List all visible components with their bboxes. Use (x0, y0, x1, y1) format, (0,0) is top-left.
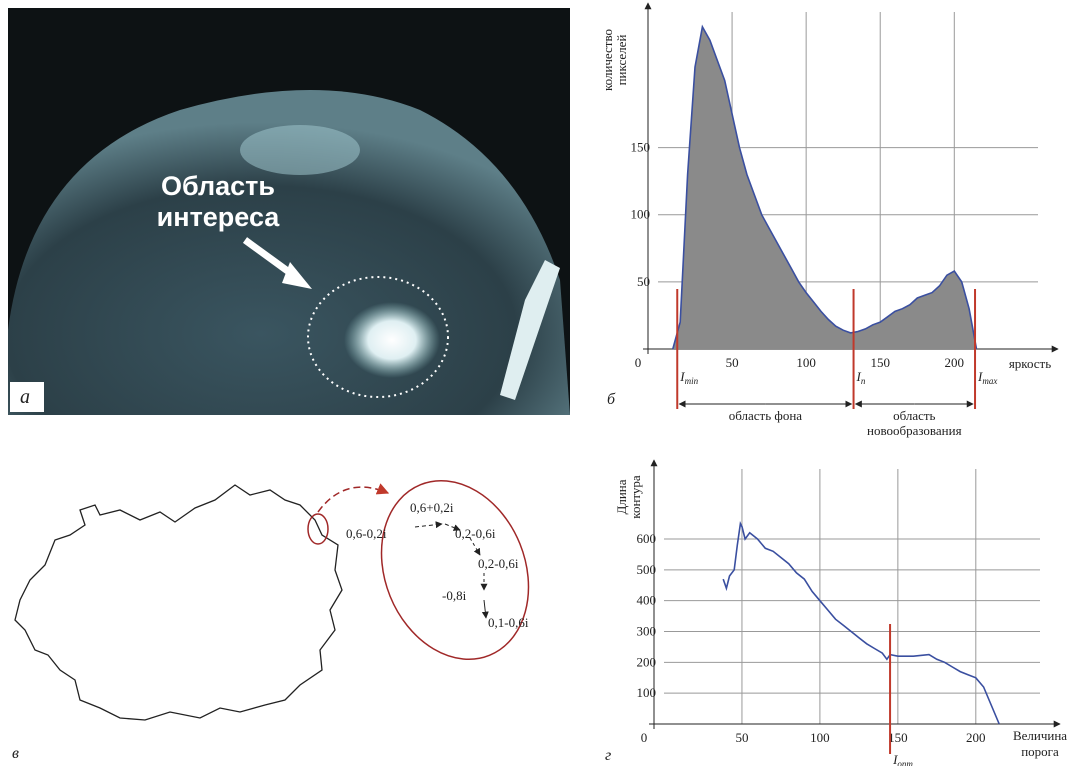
y-axis-title: пикселей (614, 35, 629, 86)
marker-label: Iп (856, 369, 866, 386)
region-label: новообразования (867, 423, 962, 438)
marker-sub: min (685, 376, 699, 386)
marker-label: Imax (977, 369, 997, 386)
x-axis-title: порога (1021, 744, 1059, 759)
y-tick-label: 500 (637, 562, 657, 577)
interest-outline (307, 276, 449, 398)
y-tick-label: 200 (637, 654, 657, 669)
y-axis-title: контура (628, 475, 643, 519)
annotation: интереса (157, 202, 281, 232)
marker-sub: max (982, 376, 997, 386)
chart: 0 50 100 150 200 100 200 300 400 500 600 Iопт Длина к… (605, 459, 1067, 766)
step-label: 0,6-0,2i (346, 526, 387, 541)
x-tick-label: 100 (810, 730, 830, 745)
marker-symbol: I (977, 369, 983, 384)
x-axis-title: Величина (1013, 728, 1067, 743)
zoom-arrow (317, 483, 390, 513)
marker-label: Iопт (892, 752, 913, 766)
x-tick-label: 100 (796, 355, 816, 370)
y-tick-label: 100 (637, 685, 657, 700)
line (722, 521, 1000, 725)
panel-label: а (20, 386, 30, 408)
marker-sub: опт (897, 759, 913, 766)
step-label: 0,2-0,6i (478, 556, 519, 571)
step-label: 0,2-0,6i (455, 526, 496, 541)
y-tick-label: 100 (631, 207, 651, 222)
marker-symbol: I (856, 369, 862, 384)
panel-label: г (605, 747, 611, 764)
y-axis-title: количество (600, 29, 615, 91)
x-tick-label: 150 (888, 730, 908, 745)
x-tick-label: 0 (641, 730, 648, 745)
marker-symbol: I (892, 752, 898, 766)
region-label: область (893, 408, 935, 423)
y-tick-label: 50 (637, 274, 650, 289)
x-axis-title: яркость (1009, 356, 1051, 371)
x-tick-label: 50 (726, 355, 739, 370)
y-tick-label: 400 (637, 593, 657, 608)
panel-label: б (607, 391, 616, 408)
image-panel: Область интереса а (8, 8, 570, 415)
step-label: 0,6+0,2i (410, 500, 454, 515)
annotation: Область (161, 171, 275, 201)
arrow-head (282, 262, 312, 289)
marker-label: Imin (679, 369, 698, 386)
marker-symbol: I (679, 369, 685, 384)
y-axis-title: Длина (614, 479, 629, 514)
x-tick-label: 150 (870, 355, 890, 370)
tissue-highlight (240, 125, 360, 175)
y-tick-label: 300 (637, 624, 657, 639)
marker-sub: п (861, 376, 866, 386)
panel-label: в (12, 745, 19, 762)
line (672, 24, 978, 350)
lesion (344, 302, 440, 378)
step-arrow (444, 523, 461, 531)
step-arrow (414, 521, 443, 529)
zoom-ellipse (380, 480, 530, 660)
step-arrow (481, 599, 489, 619)
label-box (10, 382, 44, 412)
zoom-circle (307, 513, 329, 545)
step-label: 0,1-0,6i (488, 615, 529, 630)
region-label: область фона (729, 408, 803, 423)
diagram-panel: 0,6+0,2i 0,6-0,2i 0,2-0,6i 0,2-0,6i -0,8… (12, 480, 530, 762)
y-tick-label: 150 (631, 140, 651, 155)
x-tick-label: 0 (635, 355, 642, 370)
step-label: -0,8i (442, 588, 467, 603)
x-tick-label: 50 (735, 730, 748, 745)
contour (14, 484, 343, 721)
ruler (500, 260, 560, 400)
area (672, 26, 977, 350)
y-tick-label: 600 (637, 531, 657, 546)
x-tick-label: 200 (966, 730, 986, 745)
x-tick-label: 200 (945, 355, 965, 370)
